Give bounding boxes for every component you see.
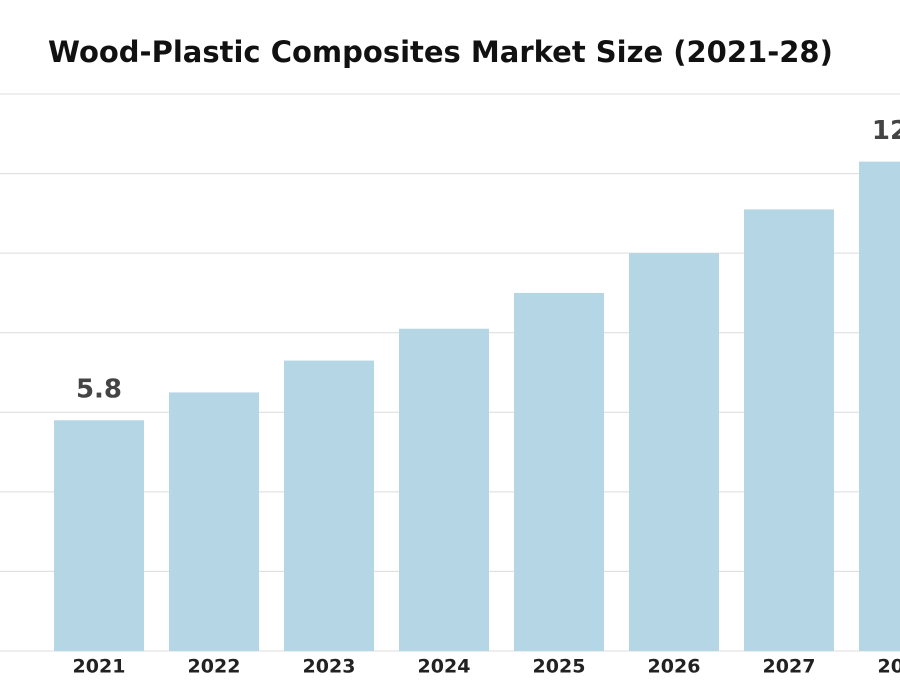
bar bbox=[399, 328, 489, 651]
x-tick-label: 2028 bbox=[878, 656, 900, 678]
bar bbox=[859, 161, 900, 651]
bar bbox=[744, 209, 834, 651]
x-tick-label: 2027 bbox=[763, 656, 816, 678]
x-tick-label: 2022 bbox=[188, 656, 241, 678]
bar bbox=[629, 253, 719, 651]
bar bbox=[169, 392, 259, 651]
chart-title: Wood-Plastic Composites Market Size (202… bbox=[48, 35, 833, 69]
data-label: 12.3 bbox=[872, 116, 900, 146]
data-label: 5.8 bbox=[76, 375, 122, 405]
bar bbox=[284, 360, 374, 651]
x-tick-label: 2023 bbox=[303, 656, 356, 678]
bar bbox=[514, 292, 604, 651]
x-tick-label: 2026 bbox=[648, 656, 701, 678]
bar bbox=[54, 420, 144, 651]
x-tick-label: 2025 bbox=[533, 656, 586, 678]
x-tick-label: 2024 bbox=[418, 656, 471, 678]
x-tick-label: 2021 bbox=[73, 656, 126, 678]
